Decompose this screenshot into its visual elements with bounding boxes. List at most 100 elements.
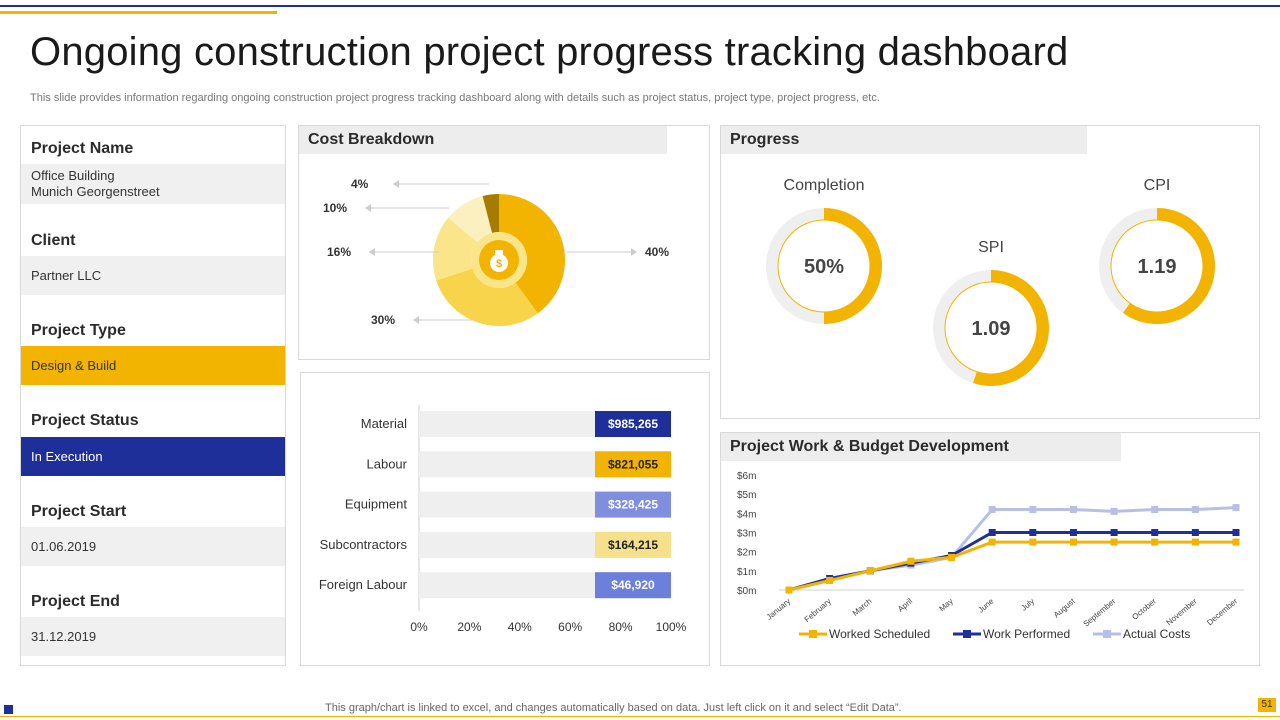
line-point [1232,504,1240,512]
legend-marker [1103,630,1111,638]
line-x-tick-label: December [1205,596,1239,627]
progress-gauges: Completion 50% SPI 1.09 CPI 1.19 [766,177,1215,386]
project-end-label: Project End [31,593,120,610]
callout-arrow [413,316,419,324]
callout-arrow [369,248,375,256]
bar-value-label: $328,425 [608,498,658,512]
bar-value-label: $985,265 [608,417,658,431]
legend-label: Worked Scheduled [829,627,930,641]
line-point [1151,538,1159,546]
project-status-value-text: In Execution [31,449,103,464]
project-type-label: Project Type [31,322,126,339]
callout-arrow [393,180,399,188]
gauge-center [1110,219,1204,313]
cost-bar-chart: $985,265 Material $821,055 Labour $328,425 Eq… [319,405,687,634]
bar-value-label: $46,920 [611,578,655,592]
donut-percent-label: 40% [645,245,669,259]
bar-category-label: Subcontractors [320,537,408,552]
project-end-value: 31.12.2019 [21,617,285,656]
line-x-tick-label: July [1019,597,1036,613]
line-y-tick-label: $2m [737,548,756,559]
donut-slice [433,217,478,281]
progress-title: Progress [721,126,1087,154]
project-info-panel: Project Name Office Building Munich Geor… [20,125,286,666]
line-point [1232,538,1240,546]
line-point [1110,538,1118,546]
line-point [1151,529,1159,536]
line-point [907,557,915,565]
project-start-value-text: 01.06.2019 [31,539,97,554]
project-name-line1: Office Building [31,168,115,183]
work-budget-panel: Project Work & Budget Development $0m $1m… [720,432,1260,666]
line-x-tick-label: November [1165,596,1199,627]
line-point [1110,529,1118,536]
line-point [1232,529,1240,536]
gauge-value: 50% [804,256,844,278]
bar-value-block [595,572,671,599]
bar-value-block [595,531,671,558]
progress-panel: Progress Completion 50% SPI 1.09 CPI 1.19 [720,125,1260,419]
footer-note: This graph/chart is linked to excel, and… [325,702,902,714]
project-name-label: Project Name [31,140,134,157]
gauge-label: Completion [784,177,865,194]
callout-arrow [631,248,637,256]
legend-marker [809,630,817,638]
line-point [1069,538,1077,546]
line-point [826,576,834,584]
bar-value-block [595,411,671,437]
line-y-tick-label: $1m [737,567,756,578]
cost-bar-chart-panel: $985,265 Material $821,055 Labour $328,425 Eq… [300,372,710,666]
cost-breakdown-panel: Cost Breakdown $4% 10% 16% 30% 40% [298,125,710,360]
project-type-value-text: Design & Build [31,358,117,373]
project-start-label: Project Start [31,503,127,520]
project-start-value: 01.06.2019 [21,527,285,566]
gauge-center [944,281,1038,375]
donut-percent-label: 4% [351,177,369,191]
money-bag-icon: $ [490,250,508,272]
top-accent-line [0,5,1280,7]
project-end-value-text: 31.12.2019 [31,629,97,644]
gauge-label: SPI [978,239,1004,256]
bar-category-label: Labour [367,456,408,471]
line-point [1029,506,1037,513]
line-point [1069,506,1077,513]
line-x-tick-label: March [851,597,874,618]
legend-label: Work Performed [983,627,1070,641]
client-label: Client [31,232,76,249]
bar-category-label: Equipment [345,497,408,512]
bottom-accent-line [0,716,1280,717]
bar-value-label: $821,055 [608,457,658,471]
legend-marker [963,630,971,638]
page-title: Ongoing construction project progress tr… [30,30,1069,74]
line-series [788,506,1237,592]
bar-x-tick-label: 60% [558,620,582,634]
line-series [788,540,1236,592]
line-point [1069,529,1077,536]
gauge-label: CPI [1144,177,1171,194]
bar-x-tick-label: 20% [457,620,481,634]
money-bag-neck [495,250,503,255]
donut-slice [448,196,493,243]
footer-square-icon [4,705,13,714]
client-value: Partner LLC [21,256,285,295]
donut-slice [436,268,538,326]
line-point [988,506,996,513]
project-status-label: Project Status [31,412,139,429]
project-status-value: In Execution [21,437,285,476]
donut-percent-label: 30% [371,313,395,327]
line-x-tick-label: April [896,597,914,614]
bar-x-tick-label: 40% [508,620,532,634]
cost-breakdown-donut-chart: $4% 10% 16% 30% 40% [323,177,669,327]
work-budget-line-chart: $0m $1m $2m $3m $4m $5m $6m January February Marc… [737,471,1244,641]
bar-x-tick-label: 0% [410,620,428,634]
gauge-value: 1.09 [972,318,1011,340]
line-x-tick-label: October [1130,596,1158,621]
cost-breakdown-title: Cost Breakdown [299,126,667,154]
project-name-line2: Munich Georgenstreet [31,184,160,199]
line-point [1191,506,1199,513]
line-point [948,553,956,561]
legend-label: Actual Costs [1123,627,1190,641]
line-y-tick-label: $5m [737,490,756,501]
line-point [1191,538,1199,546]
line-y-tick-label: $4m [737,509,756,520]
